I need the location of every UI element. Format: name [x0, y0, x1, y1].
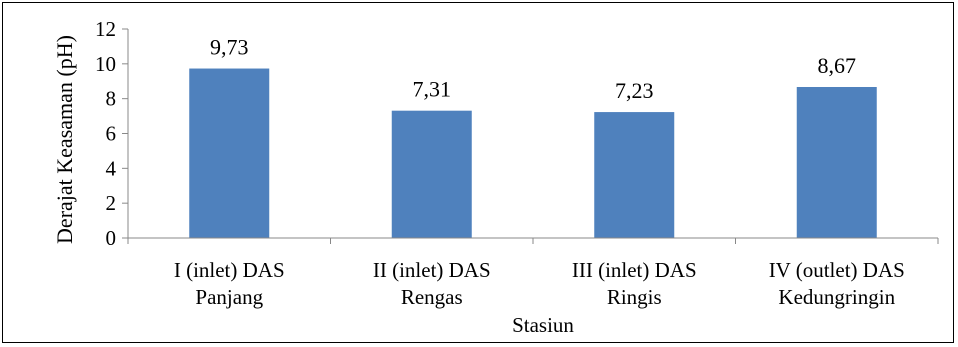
- x-tick-label: IV (outlet) DAS: [769, 258, 905, 282]
- y-tick-label: 2: [106, 191, 117, 215]
- data-label: 8,67: [818, 53, 857, 78]
- x-tick-label: Panjang: [195, 285, 263, 309]
- y-tick-label: 0: [106, 226, 117, 250]
- x-tick-label: I (inlet) DAS: [174, 258, 285, 282]
- bar: [189, 68, 270, 239]
- y-tick-label: 6: [106, 122, 117, 146]
- x-tick-label: Ringis: [607, 285, 662, 309]
- y-tick-label: 4: [106, 156, 117, 180]
- data-label: 7,23: [615, 78, 654, 103]
- y-tick-label: 8: [106, 87, 117, 111]
- bar: [594, 112, 675, 238]
- x-tick-label: Kedungringin: [778, 285, 895, 309]
- x-tick-label: II (inlet) DAS: [373, 258, 491, 282]
- x-tick-label: III (inlet) DAS: [572, 258, 697, 282]
- chart-frame: [2, 2, 954, 343]
- y-tick-label: 12: [95, 17, 116, 41]
- y-axis-title: Derajat Keasaman (pH): [52, 35, 77, 244]
- x-axis-title: Stasiun: [512, 313, 574, 337]
- data-label: 9,73: [210, 35, 249, 60]
- x-tick-label: Rengas: [401, 285, 463, 309]
- y-tick-label: 10: [95, 52, 116, 76]
- bar: [796, 86, 877, 238]
- data-label: 7,31: [413, 77, 452, 102]
- bar: [391, 110, 472, 238]
